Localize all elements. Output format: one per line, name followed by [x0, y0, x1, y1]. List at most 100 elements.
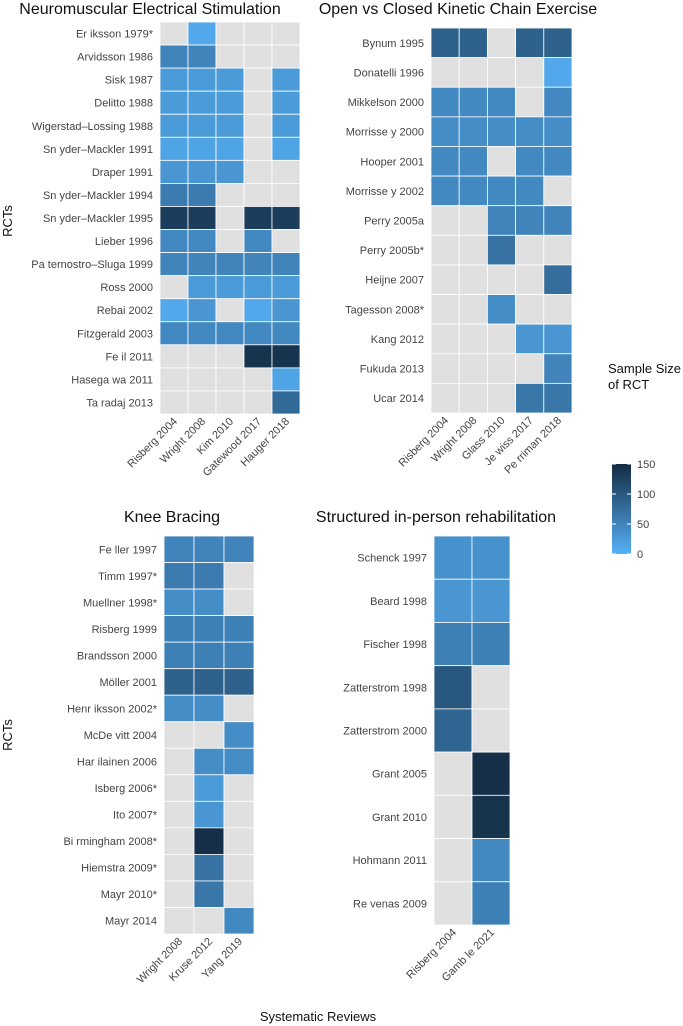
heatmap-cell	[223, 562, 255, 590]
heatmap-cell	[243, 321, 273, 346]
legend-tick-label: 50	[637, 519, 649, 531]
heatmap-cell	[543, 146, 573, 177]
heatmap-cell	[433, 578, 473, 623]
heatmap-cell	[159, 113, 189, 138]
heatmap-cell	[430, 294, 460, 325]
heatmap-cell	[163, 615, 195, 643]
row-label: Sn yder–Mackler 1994	[43, 190, 153, 202]
heatmap-cell	[159, 206, 189, 230]
panel-nmes: Neuromuscular Electrical Stimulation Er …	[0, 1, 301, 479]
heatmap-cell	[515, 382, 545, 414]
heatmap-cell	[193, 562, 225, 590]
row-label: Fischer 1998	[363, 639, 427, 651]
heatmap-cell	[215, 90, 245, 115]
heatmap-cell	[163, 668, 195, 696]
row-label: Ucar 2014	[373, 393, 424, 405]
row-label: Sn yder–Mackler 1991	[43, 144, 153, 156]
panel-rehabilitation: Structured in-person rehabilitation Sche…	[316, 509, 556, 984]
heatmap-cell	[271, 44, 301, 69]
heatmap-cell	[430, 205, 460, 236]
heatmap-cell	[543, 27, 573, 59]
heatmap-cell	[430, 353, 460, 384]
row-label: Wigerstad–Lossing 1988	[32, 121, 153, 133]
heatmap-cell	[458, 116, 488, 147]
heatmap-cell	[215, 159, 245, 184]
heatmap-cell	[271, 390, 301, 415]
heatmap-cell	[159, 367, 189, 392]
heatmap-cell	[430, 57, 460, 88]
heatmap-cell	[433, 535, 473, 580]
heatmap-cell	[187, 275, 217, 300]
heatmap-cell	[187, 229, 217, 253]
heatmap-cell	[458, 382, 488, 414]
heatmap-cell	[433, 881, 473, 926]
heatmap-cell	[543, 234, 573, 266]
heatmap-cell	[486, 116, 516, 147]
heatmap-cell	[486, 323, 516, 355]
heatmap-cell	[471, 881, 511, 926]
heatmap-cell	[193, 535, 225, 563]
heatmap-cell	[187, 367, 217, 392]
row-label: Timm 1997*	[98, 571, 158, 583]
heatmap-cell	[215, 275, 245, 300]
row-label: Morrisse y 2000	[346, 127, 424, 139]
heatmap-cell	[187, 90, 217, 115]
heatmap-cell	[515, 205, 545, 236]
legend-tick-label: 100	[637, 489, 655, 501]
heatmap-cell	[271, 113, 301, 138]
heatmap-cell	[271, 206, 301, 230]
heatmap-cell	[458, 146, 488, 177]
heatmap-cell	[515, 264, 545, 295]
heatmap-cell	[243, 367, 273, 392]
heatmap-cell	[543, 116, 573, 147]
heatmap-cell	[543, 294, 573, 325]
panel-knee-bracing-heatmap	[163, 535, 255, 935]
heatmap-cell	[458, 323, 488, 355]
panel-nmes-title: Neuromuscular Electrical Stimulation	[19, 1, 280, 18]
heatmap-cell	[187, 136, 217, 161]
heatmap-cell	[187, 298, 217, 323]
heatmap-cell	[193, 774, 225, 802]
panel-rehabilitation-row-labels: Schenck 1997 Beard 1998 Fischer 1998 Zatter…	[343, 553, 427, 911]
heatmap-cell	[430, 382, 460, 414]
heatmap-cell	[243, 275, 273, 300]
heatmap-cell	[193, 588, 225, 617]
panel-nmes-heatmap	[159, 21, 301, 415]
heatmap-cell	[543, 205, 573, 236]
panel-nmes-row-labels: Er iksson 1979* Arvidsson 1986 Sisk 1987 De…	[31, 29, 153, 410]
heatmap-cell	[163, 800, 195, 829]
heatmap-cell	[193, 615, 225, 643]
heatmap-cell	[187, 183, 217, 207]
heatmap-cell	[223, 747, 255, 776]
heatmap-cell	[271, 252, 301, 277]
panel-rehabilitation-title: Structured in-person rehabilitation	[316, 509, 556, 526]
heatmap-cell	[193, 907, 225, 935]
row-label: Isberg 2006*	[95, 783, 158, 795]
row-label: Fukuda 2013	[360, 364, 424, 376]
heatmap-cell	[515, 86, 545, 118]
heatmap-cell	[471, 708, 511, 753]
heatmap-cell	[243, 252, 273, 277]
heatmap-cell	[486, 175, 516, 207]
heatmap-cell	[187, 21, 217, 46]
heatmap-cell	[193, 694, 225, 723]
row-label: Fe il 2011	[106, 351, 154, 363]
heatmap-cell	[159, 344, 189, 369]
heatmap-cell	[471, 665, 511, 710]
heatmap-cell	[193, 854, 225, 882]
heatmap-cell	[223, 774, 255, 802]
row-label: Delitto 1988	[94, 98, 153, 110]
heatmap-cell	[215, 344, 245, 369]
row-label: Schenck 1997	[357, 553, 427, 565]
heatmap-cell	[159, 298, 189, 323]
heatmap-cell	[271, 136, 301, 161]
heatmap-cell	[433, 751, 473, 796]
row-label: Muellner 1998*	[83, 597, 158, 609]
heatmap-cell	[486, 27, 516, 59]
heatmap-cell	[243, 90, 273, 115]
heatmap-cell	[458, 264, 488, 295]
heatmap-cell	[193, 800, 225, 829]
heatmap-cell	[215, 390, 245, 415]
heatmap-cell	[543, 175, 573, 207]
